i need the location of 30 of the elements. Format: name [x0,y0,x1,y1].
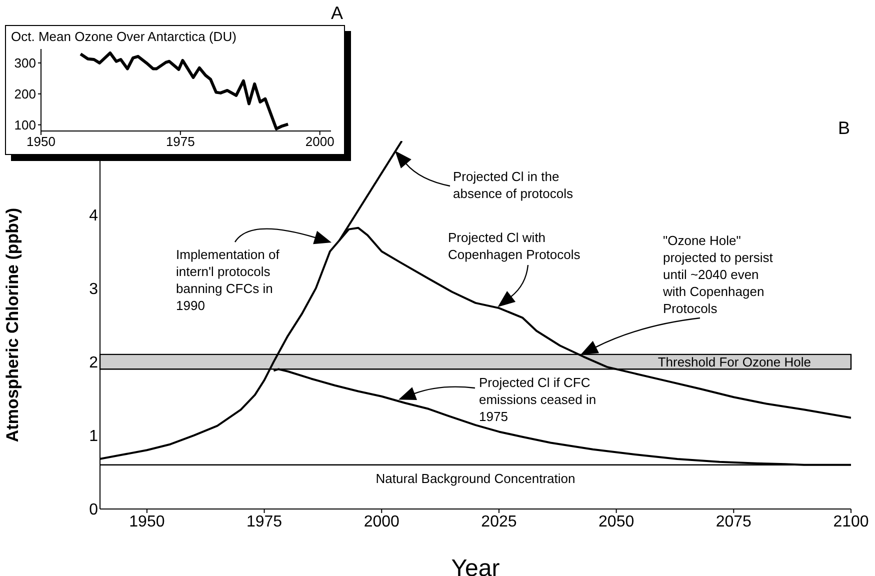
y-tick-label: 200 [14,86,36,102]
ref-line-label: Natural Background Concentration [376,470,576,486]
x-tick-label: 2000 [364,513,400,530]
y-tick-label: 1 [89,428,98,446]
x-tick-label: 1975 [246,513,282,530]
y-tick-label: 100 [14,117,36,132]
y-tick-label: 2 [89,354,98,372]
x-tick-label: 1975 [166,134,195,150]
annotation: Implementation of intern'l protocols banning CFCs in 1990 [176,246,280,314]
y-tick-label: 3 [89,280,98,298]
x-tick-label: 1950 [129,513,165,530]
y-axis-title: Atmospheric Chlorine (ppbv) [3,208,22,442]
annotation: Projected Cl with Copenhagen Protocols [448,229,582,263]
annotation: Projected Cl in the absence of protocols [453,168,574,202]
text: B [838,118,850,139]
chart-title: Oct. Mean Ozone Over Antarctica (DU) [11,29,236,44]
annotation: Projected Cl if CFC emissions ceased in 1975 [479,374,598,425]
x-axis-title: Year [451,555,500,576]
x-tick-label: 2075 [716,513,752,530]
annotation: "Ozone Hole" projected to persist until ~2040 even with Copenhagen Protocols [663,232,774,317]
text: A [331,3,344,24]
x-tick-label: 1950 [26,134,56,150]
y-tick-label: 300 [14,56,36,71]
y-tick-label: 4 [89,207,98,224]
x-tick-label: 2000 [305,134,334,150]
band-label: Threshold For Ozone Hole [658,354,811,370]
x-tick-label: 2025 [481,513,517,530]
y-tick-label: 0 [89,502,98,519]
x-tick-label: 2100 [833,513,869,530]
x-tick-label: 2050 [598,513,634,530]
